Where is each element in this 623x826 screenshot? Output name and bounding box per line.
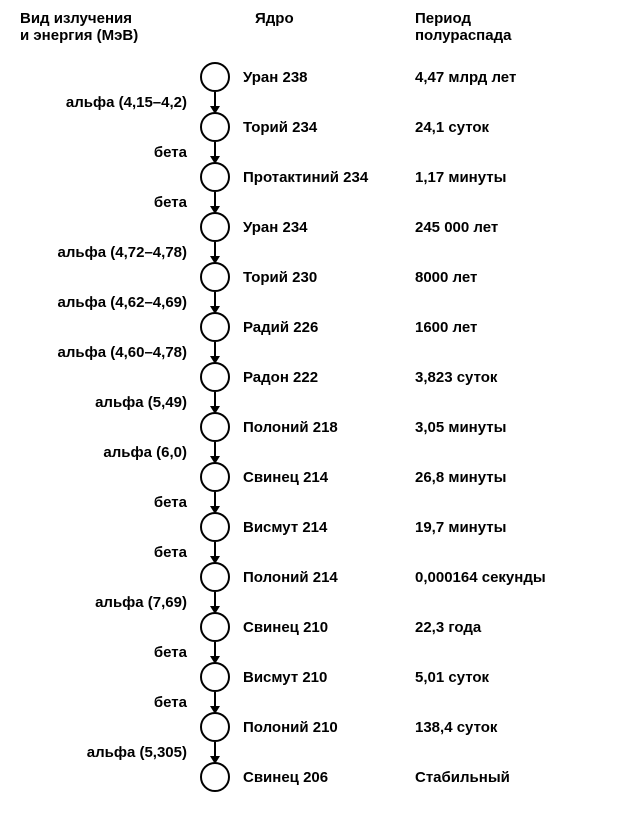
nucleus-circle <box>200 212 230 242</box>
nucleus-label: Торий 230 <box>235 269 405 286</box>
nucleus-circle <box>200 762 230 792</box>
header-radiation-line1: Вид излучения <box>20 10 205 27</box>
nucleus-label: Радий 226 <box>235 319 405 336</box>
chain-row: бетаВисмут 21419,7 минуты <box>0 502 623 552</box>
nucleus-label: Уран 238 <box>235 69 405 86</box>
node-column <box>195 262 235 292</box>
node-column <box>195 362 235 392</box>
header-radiation: Вид излучения и энергия (МэВ) <box>0 10 205 44</box>
node-column <box>195 612 235 642</box>
nucleus-label: Торий 234 <box>235 119 405 136</box>
halflife-label: 3,823 суток <box>405 369 623 386</box>
chain-row: бетаВисмут 2105,01 суток <box>0 652 623 702</box>
halflife-label: 4,47 млрд лет <box>405 69 623 86</box>
nucleus-circle <box>200 562 230 592</box>
node-column <box>195 662 235 692</box>
node-column <box>195 512 235 542</box>
nucleus-label: Свинец 206 <box>235 769 405 786</box>
chain-row: бетаСвинец 21022,3 года <box>0 602 623 652</box>
header-halflife-line2: полураспада <box>415 27 623 44</box>
node-column <box>195 312 235 342</box>
nucleus-circle <box>200 462 230 492</box>
halflife-label: 245 000 лет <box>405 219 623 236</box>
nucleus-circle <box>200 262 230 292</box>
header-halflife: Период полураспада <box>405 10 623 44</box>
nucleus-label: Полоний 214 <box>235 569 405 586</box>
nucleus-circle <box>200 712 230 742</box>
chain-row: альфа (5,305)Полоний 210138,4 суток <box>0 702 623 752</box>
chain-row: альфа (7,69)Полоний 2140,000164 секунды <box>0 552 623 602</box>
node-column <box>195 112 235 142</box>
node-column <box>195 462 235 492</box>
node-column <box>195 712 235 742</box>
halflife-label: 138,4 суток <box>405 719 623 736</box>
chain-row: альфа (5,49)Радон 2223,823 суток <box>0 352 623 402</box>
halflife-label: 5,01 суток <box>405 669 623 686</box>
nucleus-label: Свинец 214 <box>235 469 405 486</box>
header-halflife-line1: Период <box>415 10 623 27</box>
nucleus-circle <box>200 112 230 142</box>
halflife-label: 22,3 года <box>405 619 623 636</box>
chain-row: бетаПротактиний 2341,17 минуты <box>0 152 623 202</box>
nucleus-circle <box>200 512 230 542</box>
halflife-label: 3,05 минуты <box>405 419 623 436</box>
nucleus-label: Протактиний 234 <box>235 169 405 186</box>
chain-row: бетаСвинец 21426,8 минуты <box>0 452 623 502</box>
nucleus-circle <box>200 412 230 442</box>
chain-row: альфа (4,62–4,69)Торий 2308000 лет <box>0 252 623 302</box>
nucleus-label: Висмут 214 <box>235 519 405 536</box>
halflife-label: 19,7 минуты <box>405 519 623 536</box>
nucleus-label: Полоний 218 <box>235 419 405 436</box>
halflife-label: 8000 лет <box>405 269 623 286</box>
halflife-label: Стабильный <box>405 769 623 786</box>
node-column <box>195 762 235 792</box>
decay-chain: альфа (4,15–4,2)Уран 2384,47 млрд летбет… <box>0 52 623 802</box>
chain-row: Свинец 206Стабильный <box>0 752 623 802</box>
chain-row: альфа (6,0)Полоний 2183,05 минуты <box>0 402 623 452</box>
node-column <box>195 212 235 242</box>
halflife-label: 24,1 суток <box>405 119 623 136</box>
column-headers: Вид излучения и энергия (МэВ) Ядро Перио… <box>0 0 623 52</box>
nucleus-label: Радон 222 <box>235 369 405 386</box>
halflife-label: 0,000164 секунды <box>405 569 623 586</box>
header-radiation-line2: и энергия (МэВ) <box>20 27 205 44</box>
chain-row: альфа (4,60–4,78)Радий 2261600 лет <box>0 302 623 352</box>
nucleus-label: Свинец 210 <box>235 619 405 636</box>
node-column <box>195 162 235 192</box>
halflife-label: 1600 лет <box>405 319 623 336</box>
nucleus-circle <box>200 62 230 92</box>
chain-row: альфа (4,15–4,2)Уран 2384,47 млрд лет <box>0 52 623 102</box>
nucleus-circle <box>200 162 230 192</box>
chain-row: альфа (4,72–4,78)Уран 234245 000 лет <box>0 202 623 252</box>
nucleus-label: Висмут 210 <box>235 669 405 686</box>
nucleus-circle <box>200 312 230 342</box>
chain-row: бетаТорий 23424,1 суток <box>0 102 623 152</box>
nucleus-label: Уран 234 <box>235 219 405 236</box>
header-nucleus: Ядро <box>205 10 405 44</box>
node-column <box>195 562 235 592</box>
nucleus-label: Полоний 210 <box>235 719 405 736</box>
halflife-label: 1,17 минуты <box>405 169 623 186</box>
node-column <box>195 412 235 442</box>
nucleus-circle <box>200 362 230 392</box>
halflife-label: 26,8 минуты <box>405 469 623 486</box>
node-column <box>195 62 235 92</box>
nucleus-circle <box>200 612 230 642</box>
nucleus-circle <box>200 662 230 692</box>
